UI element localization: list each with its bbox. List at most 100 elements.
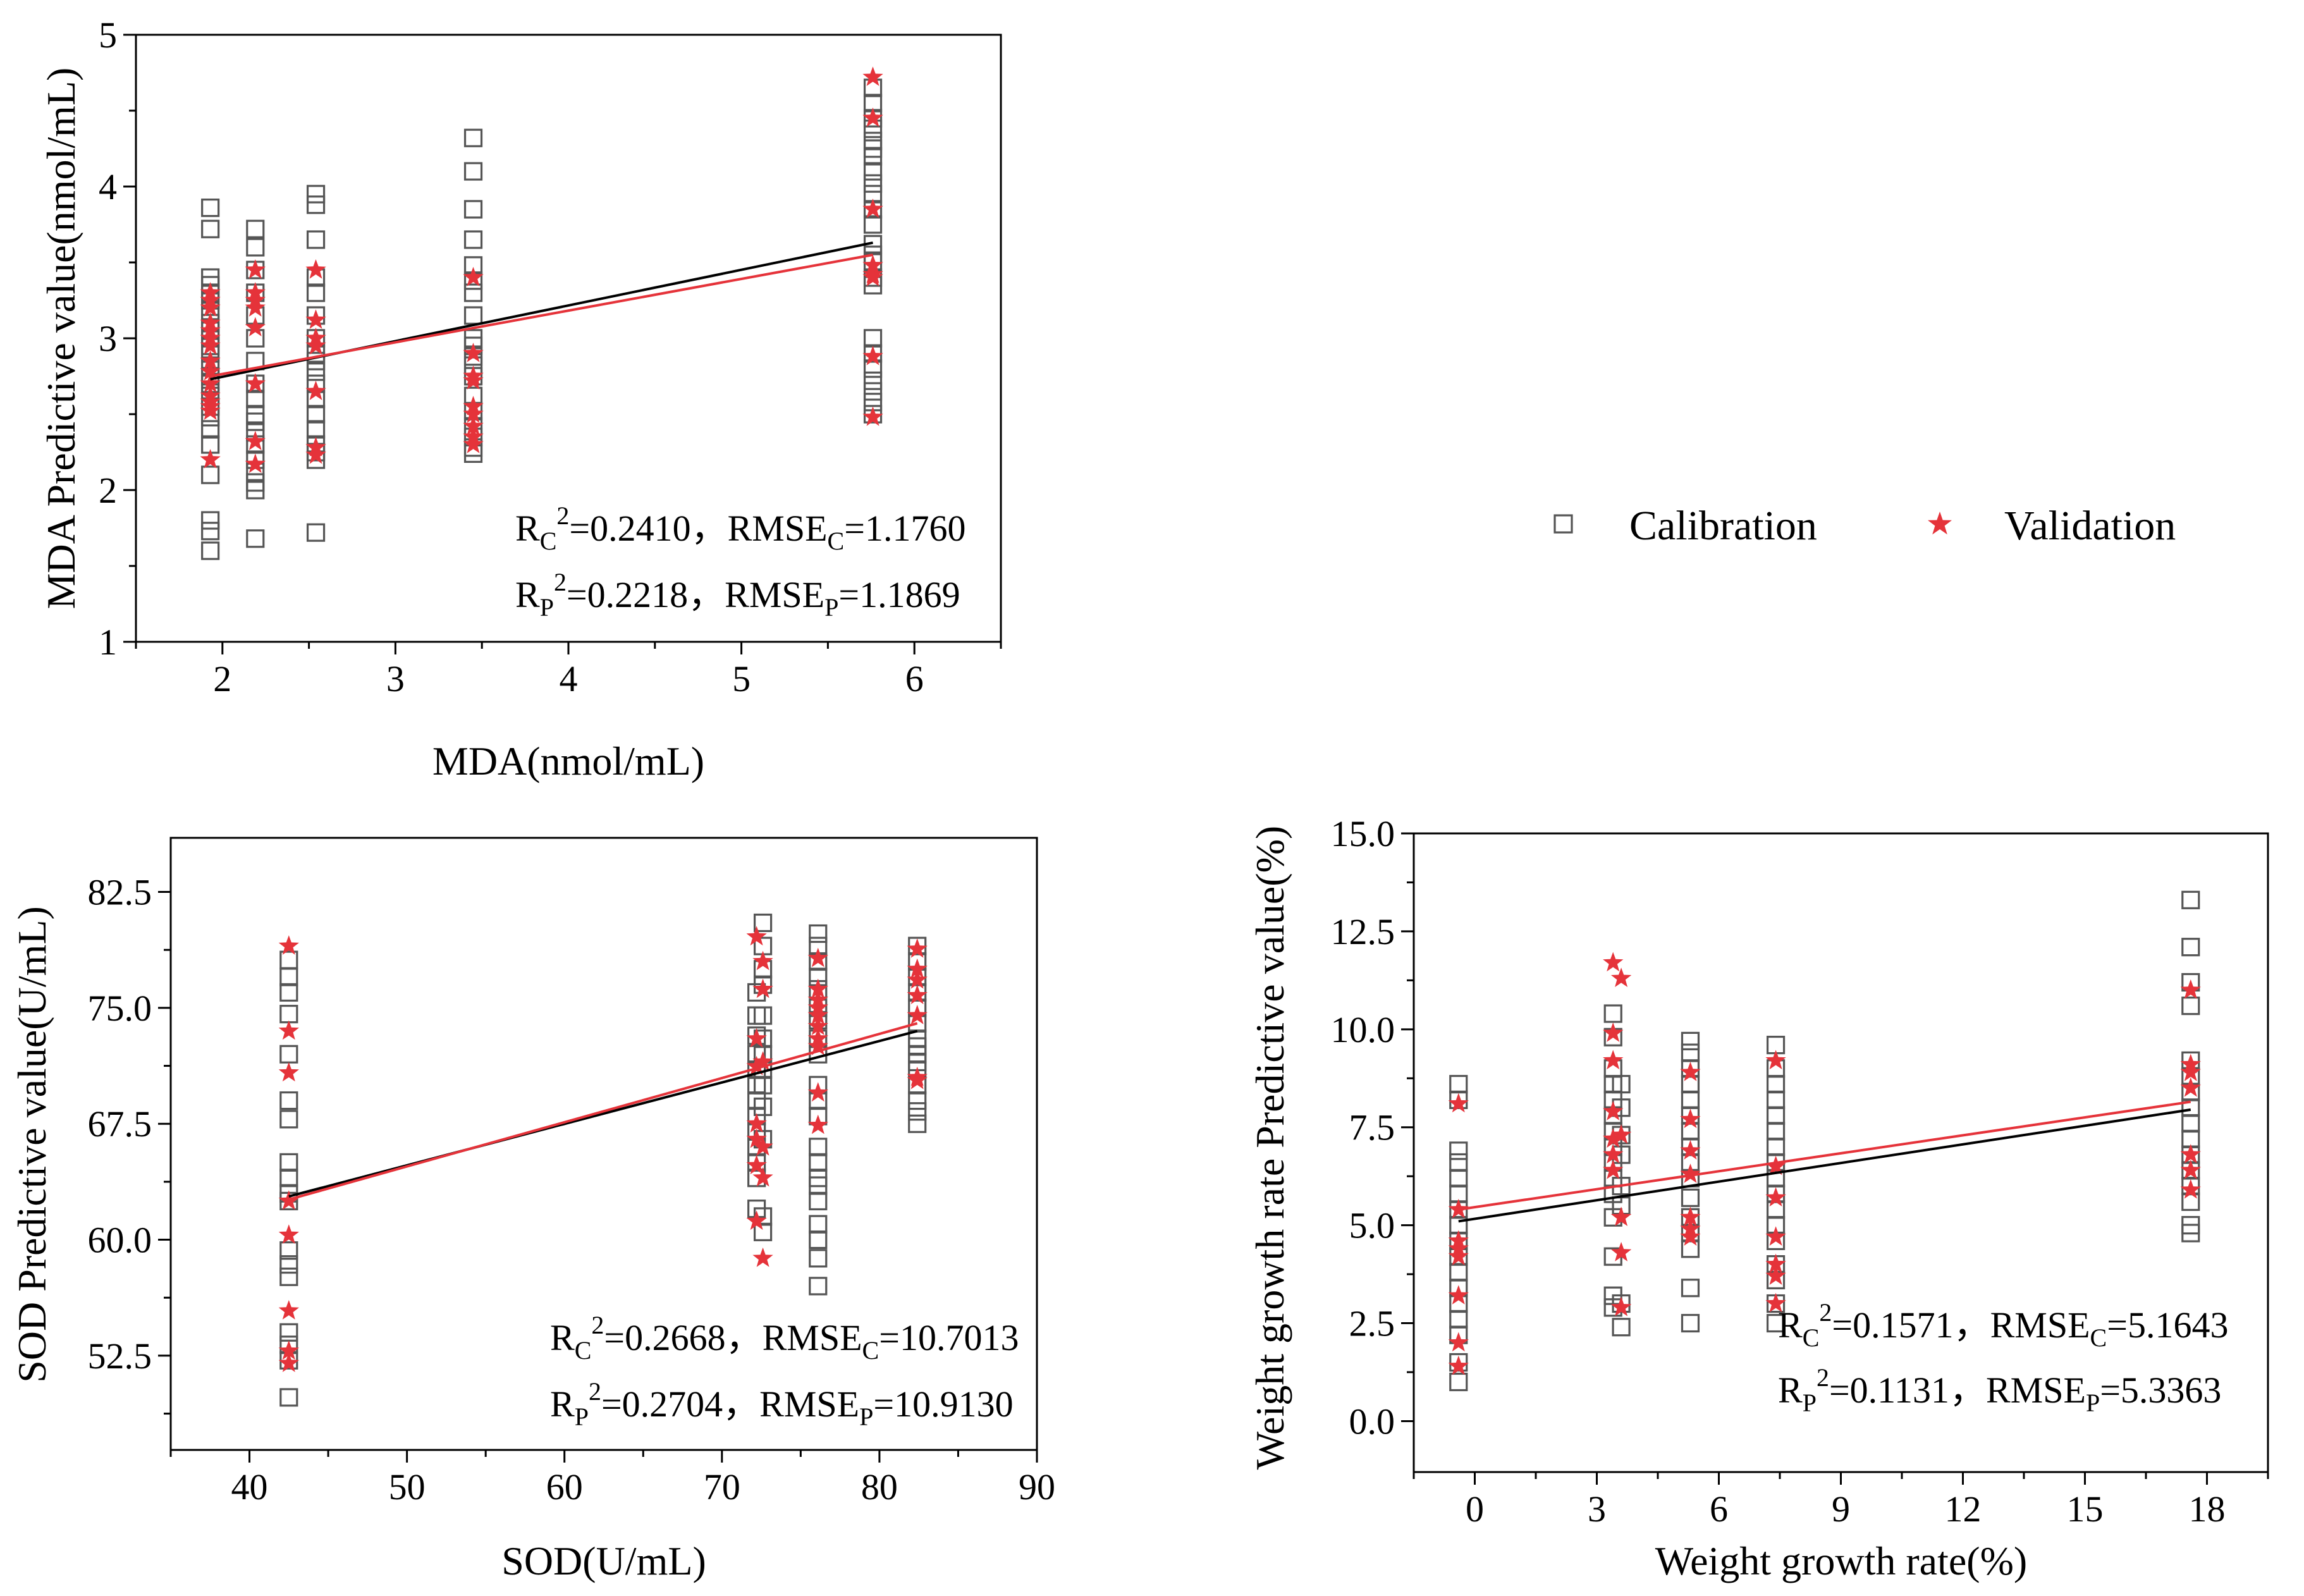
weight-validation-point — [1765, 1253, 1786, 1274]
rp-superscript: 2 — [1817, 1363, 1829, 1392]
weight-x-tick-label: 9 — [1832, 1489, 1850, 1530]
sod-validation-fit-line — [288, 1022, 918, 1201]
sod-validation-point — [278, 1353, 299, 1372]
sod-calibration-point — [279, 1323, 298, 1342]
sod-calibration-point — [809, 1138, 828, 1157]
sod-x-tick-label: 70 — [704, 1466, 740, 1507]
sod-calibration-point — [809, 1169, 828, 1188]
sod-calibration-point — [908, 1037, 927, 1056]
mda-calibration-point — [201, 465, 220, 484]
mda-validation-point — [305, 444, 326, 464]
rp-symbol: R — [550, 1384, 575, 1425]
mda-calibration-point — [463, 200, 483, 219]
mda-x-tick-label: 5 — [732, 658, 751, 699]
weight-calibration-point — [2181, 997, 2200, 1016]
sod-validation-point — [907, 938, 928, 958]
sod-validation-point — [746, 1128, 767, 1148]
mda-calibration-point — [306, 352, 326, 371]
sod-x-tick-label: 90 — [1019, 1466, 1055, 1507]
mda-y-tick-label: 4 — [99, 166, 117, 207]
rc-value: =0.2668， — [604, 1317, 762, 1358]
sod-calibration-point — [279, 1169, 298, 1188]
weight-calibration-point — [2181, 938, 2200, 957]
weight-validation-point — [1448, 1332, 1469, 1352]
weight-calibration-point — [1449, 1263, 1468, 1282]
rp-subscript: P — [540, 593, 554, 622]
mda-calibration-point — [863, 371, 883, 390]
mda-validation-point — [245, 431, 266, 450]
weight-y-axis-label: Weight growth rate Predictive value(%) — [1247, 826, 1292, 1470]
sod-y-tick-label: 67.5 — [88, 1103, 152, 1145]
weight-validation-point — [1680, 1139, 1701, 1160]
sod-validation-stats: RP2=0.2704，RMSEP=10.9130 — [550, 1377, 1014, 1431]
weight-validation-point — [1448, 1246, 1469, 1265]
sod-calibration-point — [279, 967, 298, 986]
weight-calibration-point — [1449, 1169, 1468, 1188]
mda-validation-point — [245, 259, 266, 279]
sod-validation-point — [807, 947, 828, 967]
weight-calibration-point — [1449, 1074, 1468, 1094]
weight-calibration-point — [2181, 890, 2200, 909]
weight-calibration-point — [1681, 1090, 1700, 1109]
sod-calibration-point — [279, 1005, 298, 1024]
legend-star-icon — [1928, 512, 1952, 535]
mda-calibration-point — [306, 195, 326, 214]
mda-validation-point — [862, 199, 883, 218]
mda-validation-point — [305, 381, 326, 400]
weight-y-tick-label: 5.0 — [1349, 1205, 1395, 1246]
weight-validation-point — [1610, 1206, 1632, 1226]
weight-calibration-point — [1612, 1074, 1631, 1094]
sod-y-tick-label: 82.5 — [88, 872, 152, 913]
mda-validation-point — [200, 350, 221, 370]
weight-calibration-point — [1766, 1313, 1786, 1333]
weight-calibration-point — [1681, 1239, 1700, 1258]
rmse-p-symbol: RMSE — [1986, 1370, 2086, 1411]
mda-calibration-stats: RC2=0.2410，RMSEC=1.1760 — [515, 501, 965, 555]
sod-calibration-point — [279, 1388, 298, 1407]
rp-superscript: 2 — [589, 1377, 601, 1406]
weight-validation-point — [1603, 1050, 1624, 1070]
mda-calibration-point — [201, 199, 220, 218]
sod-x-tick-label: 80 — [861, 1466, 898, 1507]
rc-subscript: C — [1803, 1323, 1820, 1352]
mda-y-axis-label: MDA Predictive value(nmol/mL) — [39, 68, 83, 610]
sod-validation-point — [907, 1005, 928, 1024]
sod-validation-point — [807, 1016, 828, 1035]
mda-y-tick-label: 2 — [99, 470, 117, 511]
sod-calibration-point — [753, 1097, 773, 1116]
sod-calibration-point — [279, 1091, 298, 1110]
mda-validation-point — [463, 267, 484, 286]
sod-calibration-point — [908, 1091, 927, 1110]
weight-validation-point — [1680, 1226, 1701, 1246]
weight-calibration-point — [1766, 1090, 1786, 1109]
weight-validation-point — [2180, 1144, 2201, 1163]
rmse-c-value: =1.1760 — [844, 508, 965, 549]
legend-calibration-label: Calibration — [1629, 503, 1817, 549]
mda-validation-point — [463, 343, 484, 362]
rp-symbol: R — [1778, 1370, 1803, 1411]
weight-calibration-stats: RC2=0.1571，RMSEC=5.1643 — [1778, 1298, 2228, 1352]
rc-subscript: C — [540, 527, 557, 555]
weight-validation-point — [1603, 1159, 1624, 1179]
mda-calibration-point — [201, 541, 220, 560]
sod-validation-point — [752, 1051, 773, 1071]
rc-value: =0.2410， — [569, 508, 727, 549]
rc-symbol: R — [1778, 1304, 1803, 1346]
sod-calibration-point — [753, 1222, 773, 1241]
rmse-p-value: =10.9130 — [873, 1384, 1013, 1425]
mda-x-tick-label: 2 — [213, 658, 231, 699]
sod-y-tick-label: 75.0 — [88, 988, 152, 1029]
weight-validation-point — [1603, 1128, 1624, 1148]
mda-calibration-point — [246, 238, 265, 257]
mda-calibration-point — [246, 329, 265, 348]
weight-calibration-point — [1681, 1313, 1700, 1333]
mda-validation-point — [200, 297, 221, 317]
mda-validation-point — [862, 267, 883, 286]
weight-x-tick-label: 12 — [1945, 1489, 1982, 1530]
sod-validation-point — [752, 1136, 773, 1156]
weight-validation-point — [2180, 1077, 2201, 1097]
mda-validation-point — [200, 335, 221, 355]
weight-validation-point — [1680, 1206, 1701, 1226]
rmse-c-symbol: RMSE — [1990, 1304, 2090, 1346]
